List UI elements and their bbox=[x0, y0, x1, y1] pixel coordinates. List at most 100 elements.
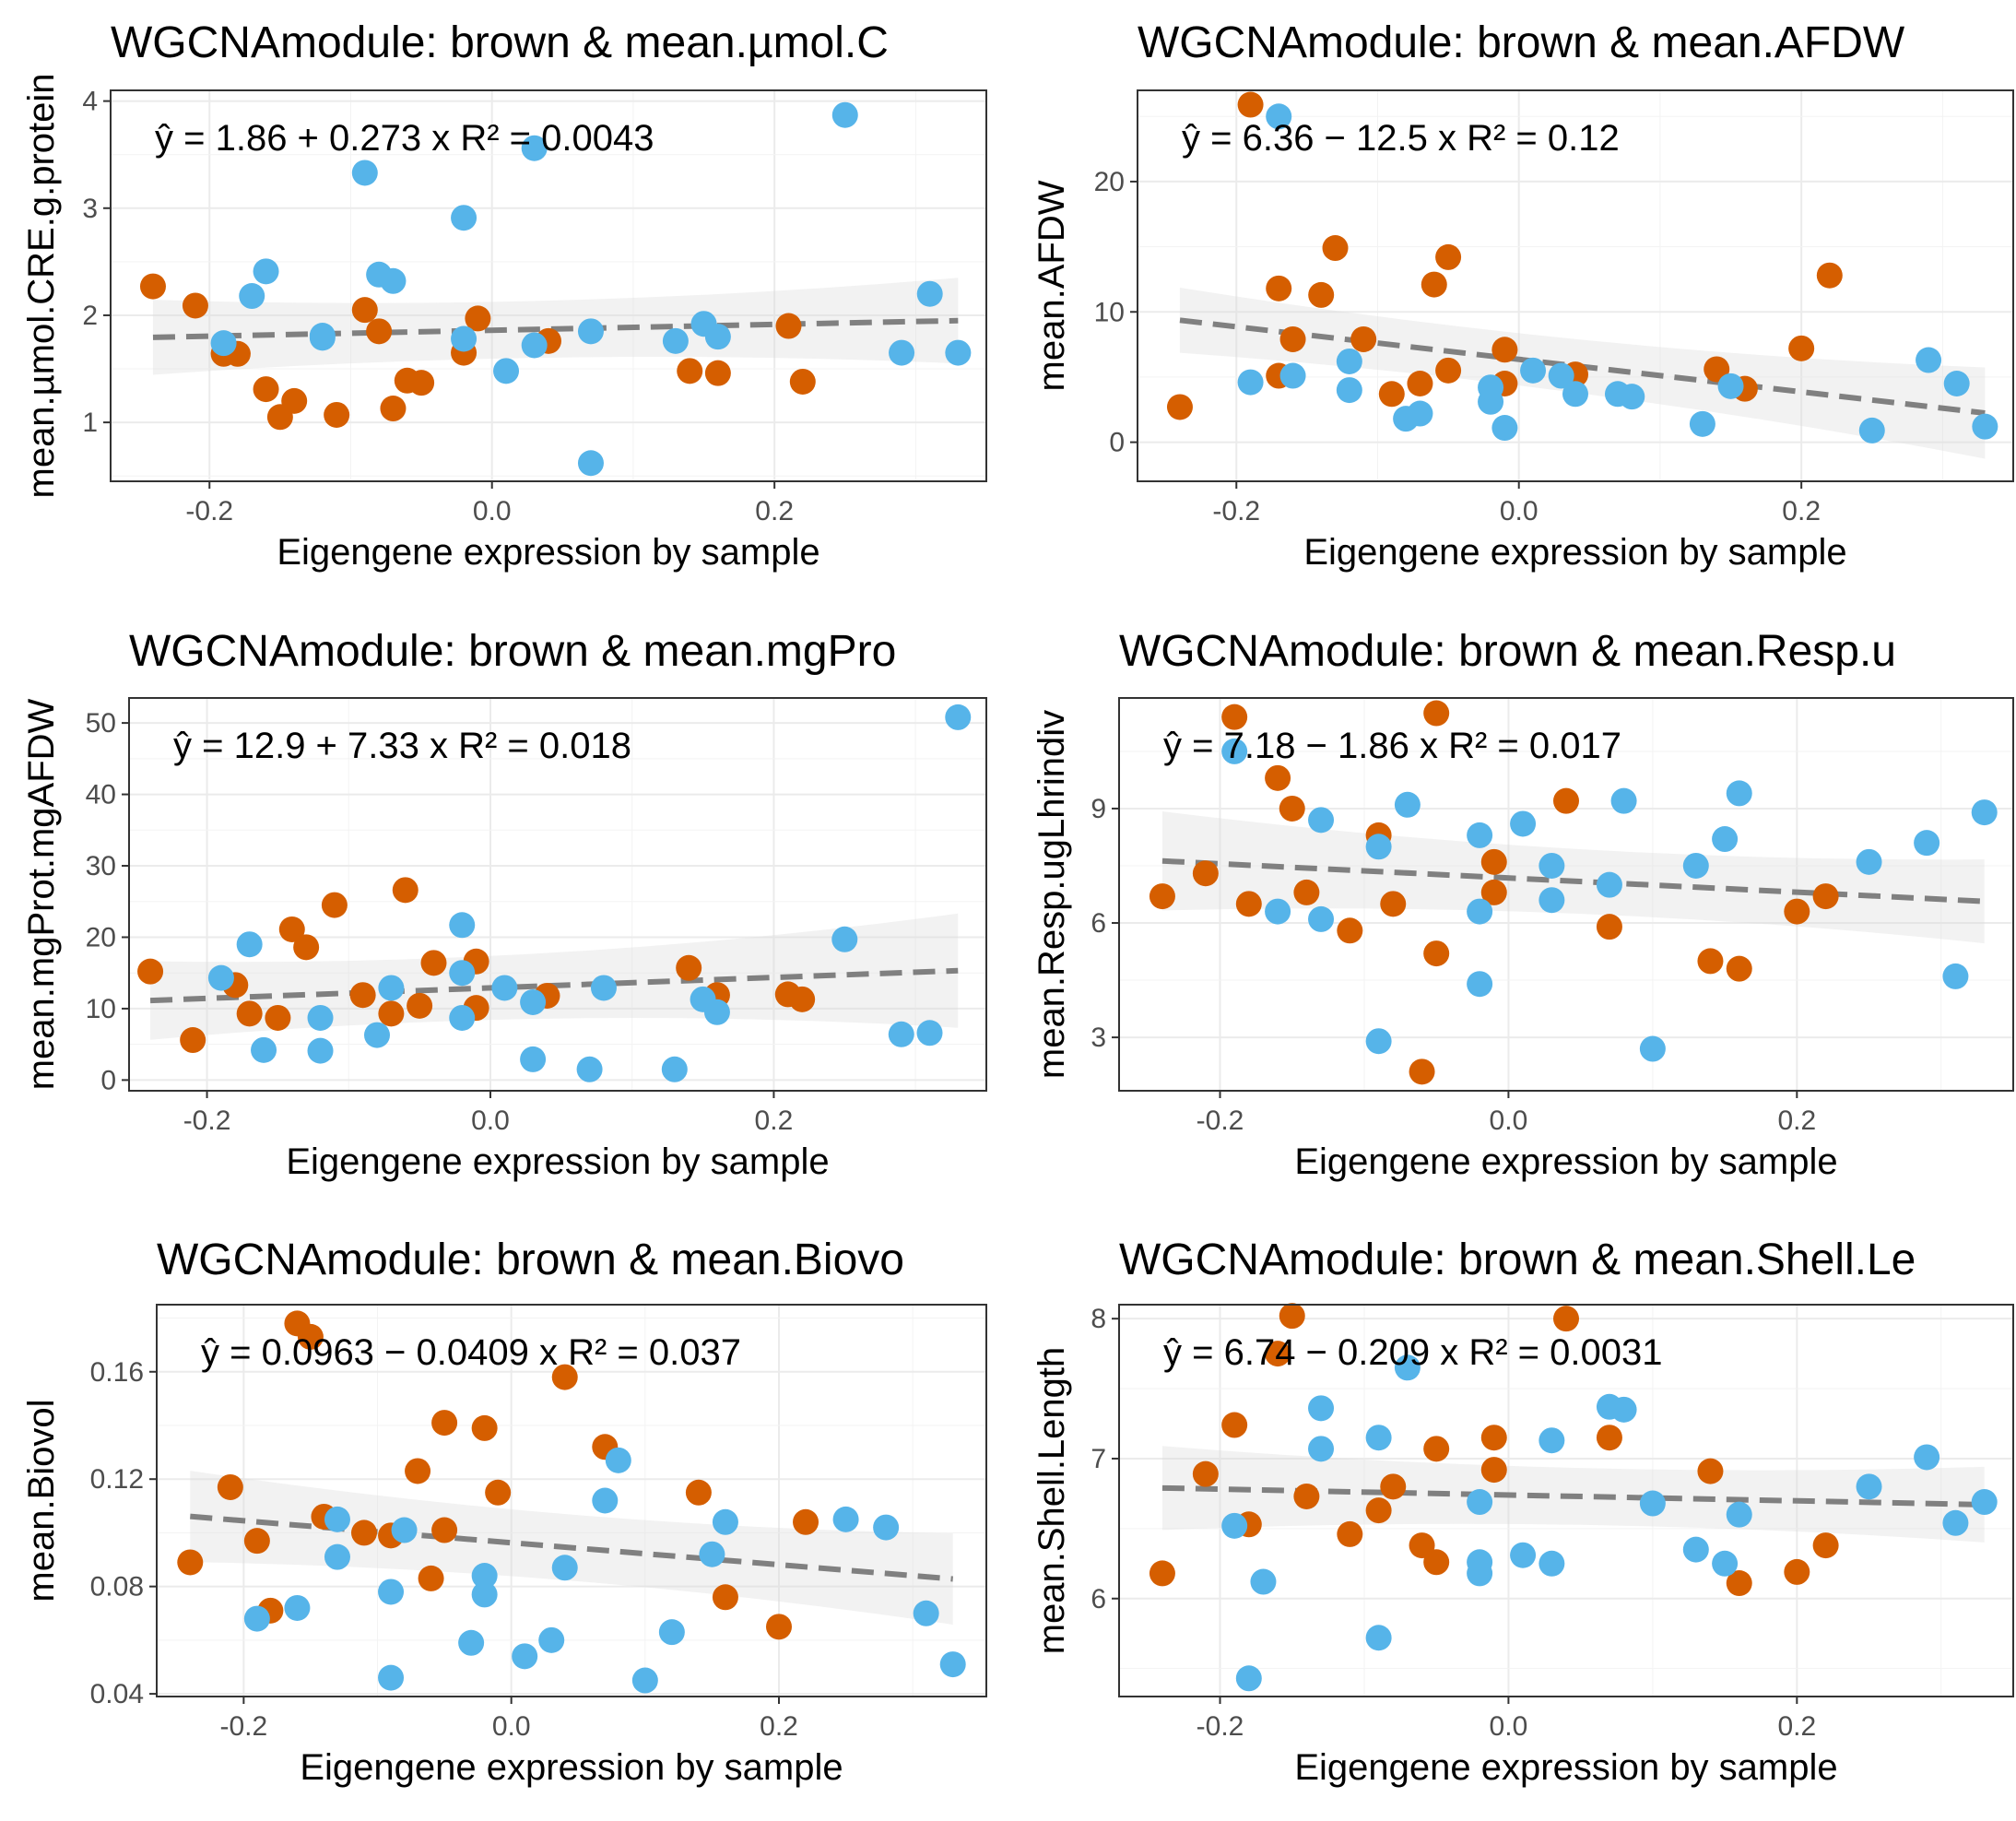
data-point bbox=[418, 1565, 444, 1591]
y-tick-label: 20 bbox=[86, 922, 116, 952]
y-tick-label: 8 bbox=[1091, 1304, 1106, 1334]
data-point bbox=[1480, 1457, 1507, 1484]
data-point bbox=[1409, 1058, 1435, 1085]
data-point bbox=[180, 1027, 206, 1054]
data-point bbox=[1682, 1536, 1709, 1563]
data-point bbox=[1265, 1341, 1291, 1367]
data-point bbox=[458, 1629, 485, 1656]
data-point bbox=[662, 327, 689, 354]
data-point bbox=[1365, 834, 1392, 860]
data-point bbox=[1266, 103, 1292, 130]
y-tick-label: 1 bbox=[82, 408, 98, 438]
data-point bbox=[324, 1543, 350, 1570]
data-point bbox=[1726, 780, 1752, 807]
data-point bbox=[351, 1519, 377, 1546]
data-point bbox=[420, 950, 447, 976]
x-tick-label: 0.2 bbox=[760, 1711, 798, 1742]
data-point bbox=[1308, 807, 1335, 834]
data-point bbox=[137, 958, 164, 985]
data-point bbox=[1972, 413, 1998, 440]
data-point bbox=[1858, 417, 1885, 443]
chart-title: WGCNAmodule: brown & mean.AFDW bbox=[1138, 18, 1905, 67]
data-point bbox=[281, 387, 308, 414]
data-point bbox=[1336, 348, 1362, 374]
chart-panel-2: -0.2 0.0 0.2 0 10 20 ŷ = 6.36 − 12.5 x R² = 0.… bbox=[1032, 18, 2014, 573]
data-point bbox=[521, 135, 548, 161]
y-tick-label: 10 bbox=[1094, 297, 1125, 327]
data-point bbox=[210, 330, 237, 357]
data-point bbox=[1423, 940, 1450, 967]
data-point bbox=[1726, 1501, 1752, 1528]
x-tick-label: -0.2 bbox=[1197, 1711, 1244, 1742]
x-tick-label: -0.2 bbox=[183, 1106, 231, 1136]
data-point bbox=[1726, 1570, 1752, 1597]
data-point bbox=[182, 292, 208, 319]
data-point bbox=[1266, 275, 1292, 302]
chart-panel-5: -0.2 0.0 0.2 0.04 0.08 0.12 0.16 ŷ = 0.0963 − 0… bbox=[21, 1236, 987, 1788]
regression-equation: ŷ = 1.86 + 0.273 x R² = 0.0043 bbox=[155, 118, 654, 159]
data-point bbox=[1192, 1460, 1219, 1487]
y-tick-label: 0.12 bbox=[90, 1464, 144, 1495]
data-point bbox=[1380, 891, 1407, 917]
data-point bbox=[1380, 1473, 1407, 1500]
data-point bbox=[789, 986, 816, 1012]
data-point bbox=[521, 332, 548, 359]
data-point bbox=[703, 999, 730, 1025]
data-point bbox=[676, 954, 702, 981]
data-point bbox=[1293, 1483, 1320, 1509]
data-point bbox=[1365, 1625, 1392, 1651]
data-point bbox=[592, 1487, 619, 1514]
data-point bbox=[309, 325, 336, 351]
regression-equation: ŷ = 12.9 + 7.33 x R² = 0.018 bbox=[173, 726, 631, 766]
data-point bbox=[366, 318, 393, 345]
data-point bbox=[1467, 1560, 1493, 1587]
data-point bbox=[278, 916, 305, 942]
series-blue bbox=[1221, 738, 1998, 1062]
y-axis-title: mean.Shell.Length bbox=[1032, 1347, 1072, 1655]
x-tick-label: 0.2 bbox=[1777, 1106, 1816, 1136]
data-point bbox=[1697, 1458, 1724, 1484]
series-orange bbox=[1149, 700, 1839, 1085]
data-point bbox=[253, 376, 279, 403]
x-tick-label: 0.0 bbox=[473, 496, 512, 526]
data-point bbox=[380, 267, 407, 294]
data-point bbox=[1149, 1560, 1175, 1587]
data-point bbox=[939, 1651, 966, 1678]
data-point bbox=[1350, 325, 1377, 352]
data-point bbox=[1293, 879, 1320, 905]
data-point bbox=[551, 1364, 578, 1390]
data-point bbox=[207, 964, 234, 991]
data-point bbox=[284, 1594, 311, 1621]
data-point bbox=[577, 450, 604, 477]
data-point bbox=[265, 1004, 291, 1031]
data-point bbox=[916, 1020, 943, 1046]
data-point bbox=[658, 1619, 685, 1646]
data-point bbox=[1914, 830, 1940, 857]
y-tick-label: 4 bbox=[82, 87, 98, 117]
y-tick-label: 20 bbox=[1094, 167, 1125, 197]
x-axis-title: Eigengene expression by sample bbox=[277, 532, 819, 573]
data-point bbox=[407, 992, 433, 1019]
data-point bbox=[321, 892, 348, 918]
chart-title: WGCNAmodule: brown & mean.Resp.u bbox=[1119, 627, 1896, 676]
y-tick-label: 6 bbox=[1091, 908, 1106, 939]
data-point bbox=[832, 1506, 859, 1532]
x-axis-title: Eigengene expression by sample bbox=[300, 1747, 843, 1788]
y-tick-label: 3 bbox=[1091, 1023, 1106, 1053]
data-point bbox=[1610, 787, 1637, 814]
data-point bbox=[889, 339, 915, 366]
data-point bbox=[1467, 971, 1493, 998]
data-point bbox=[1394, 791, 1421, 818]
data-point bbox=[1279, 795, 1305, 822]
data-point bbox=[324, 1506, 350, 1532]
data-point bbox=[789, 368, 816, 395]
data-point bbox=[1336, 377, 1362, 404]
plot-frame bbox=[1118, 697, 2014, 1092]
chart-title: WGCNAmodule: brown & mean.µmol.C bbox=[111, 18, 889, 67]
data-point bbox=[253, 258, 279, 285]
data-point bbox=[1510, 1542, 1537, 1568]
data-point bbox=[1365, 1028, 1392, 1055]
data-point bbox=[1421, 271, 1447, 298]
data-point bbox=[451, 205, 477, 231]
